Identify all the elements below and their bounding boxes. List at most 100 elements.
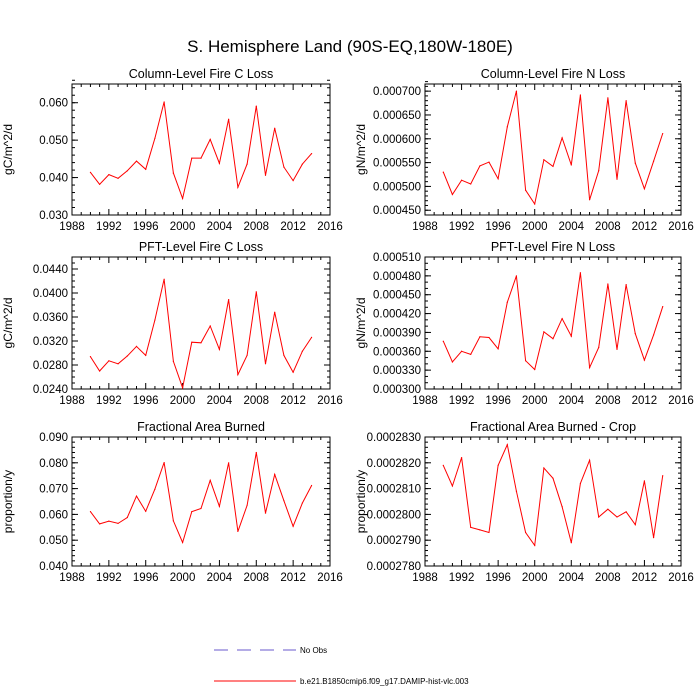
data-point (652, 334, 655, 336)
x-tick-label: 2012 (280, 395, 306, 407)
x-tick-label: 1992 (449, 572, 475, 584)
series-line (89, 452, 313, 544)
data-point (99, 370, 101, 372)
x-tick-label: 1988 (59, 572, 85, 584)
data-point (442, 171, 444, 173)
y-tick-label: 0.060 (39, 509, 68, 521)
chart-panel-1: Column-Level Fire C Loss gC/m^2/d 1988 1992… (1, 67, 343, 233)
data-point (135, 345, 138, 347)
data-point (89, 171, 92, 173)
x-tick-label: 2008 (243, 395, 269, 407)
data-point (255, 291, 257, 293)
data-point (237, 374, 239, 376)
y-tick-label: 0.000700 (373, 86, 421, 98)
y-tick-label: 0.0280 (33, 360, 68, 372)
data-point (579, 482, 582, 485)
chart-panel-5: Fractional Area Burned proportion/y 1988 19… (1, 420, 343, 584)
x-tick-label: 1996 (485, 395, 511, 407)
data-point (246, 354, 248, 356)
data-point (643, 359, 646, 361)
data-point (524, 189, 527, 191)
y-tick-label: 0.050 (39, 135, 68, 147)
data-point (598, 516, 600, 518)
data-point (246, 163, 248, 165)
x-tick-label: 1996 (485, 572, 511, 584)
data-point (662, 132, 664, 135)
y-tick-label: 0.0002780 (367, 561, 421, 573)
data-point (228, 299, 230, 301)
y-tick-label: 0.0002810 (367, 484, 421, 496)
data-point (89, 510, 92, 513)
data-point (209, 138, 211, 140)
data-point (460, 350, 463, 352)
data-point (301, 163, 303, 165)
x-tick-label: 1988 (59, 395, 85, 407)
data-point (200, 157, 202, 159)
x-tick-label: 1996 (133, 395, 159, 407)
data-point (524, 531, 527, 534)
data-point (625, 100, 627, 102)
data-point (588, 367, 591, 369)
data-point (181, 387, 184, 389)
data-point (126, 355, 128, 357)
data-point (534, 368, 536, 371)
y-tick-label: 0.090 (39, 432, 68, 444)
data-point (126, 516, 128, 519)
data-point (652, 537, 655, 539)
data-point (662, 306, 664, 308)
data-point (616, 178, 618, 180)
plot-frame (71, 83, 331, 216)
y-tick-label: 0.0002790 (367, 535, 421, 547)
data-point (598, 170, 600, 172)
y-tick-label: 0.050 (39, 535, 68, 547)
data-point (218, 162, 221, 164)
panel-title: Column-Level Fire N Loss (481, 67, 626, 81)
data-point (607, 97, 609, 99)
data-point (237, 186, 239, 188)
data-point (543, 467, 545, 469)
x-tick-label: 2000 (170, 572, 196, 584)
data-point (552, 338, 554, 340)
data-point (607, 508, 609, 510)
data-point (274, 127, 276, 129)
data-point (310, 336, 313, 338)
x-tick-label: 1996 (133, 572, 159, 584)
data-point (442, 464, 444, 466)
y-axis-label: proportion/y (1, 470, 15, 533)
x-tick-label: 2016 (668, 395, 694, 407)
data-point (108, 360, 110, 362)
y-axis-label: gC/m^2/d (1, 124, 15, 175)
data-point (283, 166, 285, 168)
x-tick-label: 1992 (96, 395, 122, 407)
data-point (460, 179, 463, 181)
y-axis-label: gN/m^2/d (354, 298, 368, 349)
data-point (561, 137, 563, 139)
data-point (264, 174, 267, 176)
y-tick-label: 0.000450 (373, 205, 421, 217)
data-point (181, 197, 184, 200)
data-point (643, 188, 646, 190)
data-point (292, 179, 294, 182)
data-point (255, 105, 257, 107)
data-point (218, 348, 221, 350)
data-point (209, 479, 211, 481)
data-point (634, 162, 636, 164)
x-tick-label: 2012 (632, 221, 658, 233)
data-point (470, 353, 472, 356)
data-point (588, 199, 591, 201)
data-point (479, 165, 481, 167)
chart-panels: Column-Level Fire C Loss gC/m^2/d 1988 1992… (1, 67, 694, 584)
y-tick-label: 0.070 (39, 484, 68, 496)
data-point (479, 336, 481, 338)
legend-model-label: b.e21.B1850cmip6.f09_g17.DAMIP-hist-vlc.… (300, 677, 469, 686)
x-tick-label: 1996 (133, 221, 159, 233)
data-point (163, 278, 165, 280)
data-point (534, 203, 536, 205)
data-point (625, 511, 627, 513)
x-tick-label: 2004 (558, 572, 584, 584)
data-point (89, 356, 92, 358)
x-tick-label: 1988 (412, 572, 438, 584)
panel-title: Fractional Area Burned - Crop (470, 420, 636, 434)
data-point (237, 530, 239, 533)
